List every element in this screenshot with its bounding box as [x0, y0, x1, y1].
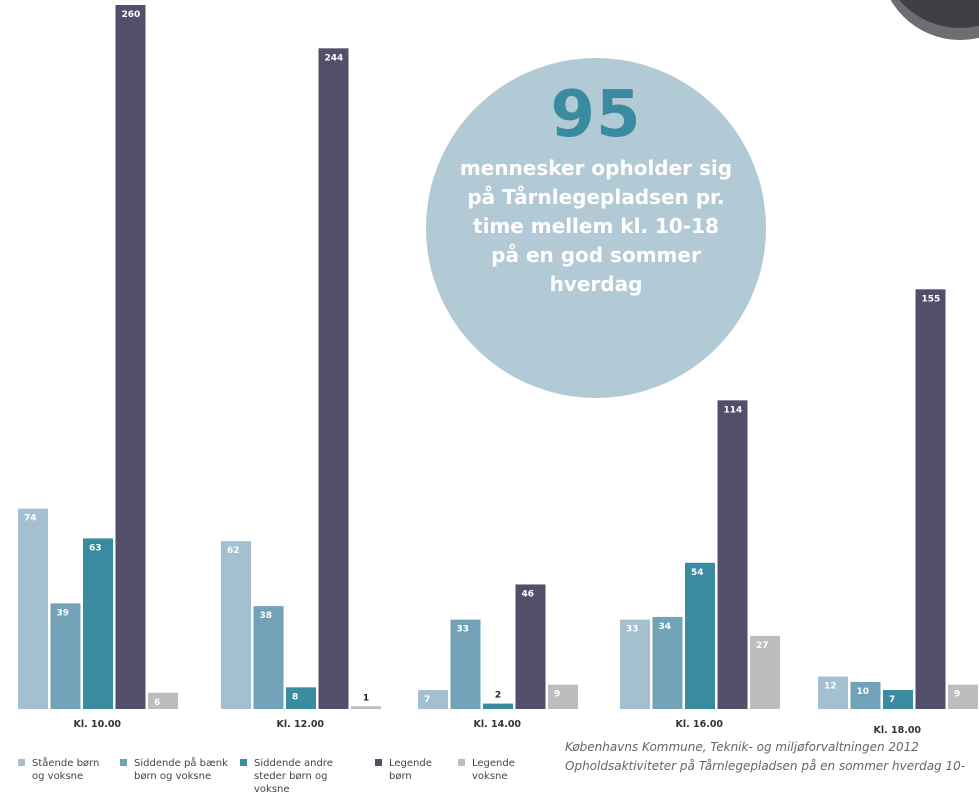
bar [18, 508, 48, 709]
value-label: 63 [89, 543, 102, 553]
value-label: 46 [522, 589, 535, 599]
legend-item: Legende børn [375, 757, 445, 783]
legend-swatch [458, 759, 465, 766]
category-label: Kl. 14.00 [473, 719, 521, 730]
source-line: Opholdsaktiviteter på Tårnlegepladsen på… [565, 759, 966, 773]
legend-label: Siddende på bænk børn og voksne [134, 758, 228, 782]
bar [483, 703, 513, 709]
bar [515, 584, 546, 709]
legend-swatch [18, 759, 25, 766]
legend-label: Stående børn og voksne [32, 758, 100, 782]
legend-swatch [375, 759, 382, 766]
value-label: 260 [122, 10, 141, 20]
category-label: Kl. 16.00 [675, 719, 723, 730]
value-label: 39 [57, 608, 70, 618]
value-label: 10 [857, 687, 870, 697]
bar [351, 706, 381, 709]
category-label: Kl. 18.00 [873, 725, 921, 736]
legend-swatch [240, 759, 247, 766]
bar [685, 562, 715, 709]
value-label: 1 [363, 693, 369, 703]
bar [548, 684, 578, 709]
value-label: 114 [724, 405, 743, 415]
legend-label: Legende voksne [472, 758, 515, 782]
source: Københavns Kommune, Teknik- og miljøforv… [565, 738, 965, 776]
category-label: Kl. 10.00 [73, 719, 121, 730]
value-label: 33 [626, 625, 639, 635]
value-label: 6 [154, 698, 160, 708]
bar [221, 541, 251, 709]
value-label: 38 [260, 611, 273, 621]
source-line: Københavns Kommune, Teknik- og miljøforv… [565, 740, 919, 754]
legend-label: Siddende andre steder børn og voksne [254, 758, 333, 795]
bar [818, 676, 848, 709]
bar [418, 690, 448, 709]
value-label: 74 [24, 514, 37, 524]
headline: 95 [550, 78, 642, 152]
value-label: 7 [424, 695, 430, 705]
bar [318, 48, 349, 710]
legend-item: Siddende på bænk børn og voksne [120, 757, 230, 783]
value-label: 155 [922, 294, 941, 304]
legend-label: Legende børn [389, 758, 432, 782]
legend-item: Legende voksne [458, 757, 538, 783]
bar [652, 616, 683, 709]
value-label: 12 [824, 682, 837, 692]
highlight-bubble: 95 mennesker opholder sig på Tårnlegepla… [426, 58, 766, 398]
bar [253, 606, 284, 709]
category-label: Kl. 12.00 [276, 719, 324, 730]
legend-swatch [120, 759, 127, 766]
bar [148, 692, 178, 709]
bar [717, 400, 748, 709]
bar [50, 603, 81, 709]
bar [850, 681, 881, 709]
value-label: 54 [691, 568, 704, 578]
value-label: 62 [227, 546, 240, 556]
bar [286, 687, 316, 709]
bar [750, 635, 780, 709]
value-label: 9 [954, 690, 960, 700]
value-label: 9 [554, 690, 560, 700]
value-label: 8 [292, 692, 298, 702]
bar [83, 538, 113, 709]
legend-item: Stående børn og voksne [18, 757, 113, 783]
bar [948, 684, 978, 709]
value-label: 27 [756, 641, 769, 651]
bar [450, 619, 481, 709]
bar [620, 619, 650, 709]
bar [115, 5, 146, 709]
photo-fragment [899, 0, 979, 28]
bar [915, 289, 946, 709]
value-label: 244 [325, 53, 344, 63]
value-label: 33 [457, 625, 470, 635]
value-label: 2 [495, 691, 501, 701]
legend-item: Siddende andre steder børn og voksne [240, 757, 365, 796]
value-label: 7 [889, 695, 895, 705]
bar [883, 690, 913, 709]
headline-text: mennesker opholder sig på Tårnlegepladse… [459, 156, 733, 296]
value-label: 34 [659, 622, 672, 632]
